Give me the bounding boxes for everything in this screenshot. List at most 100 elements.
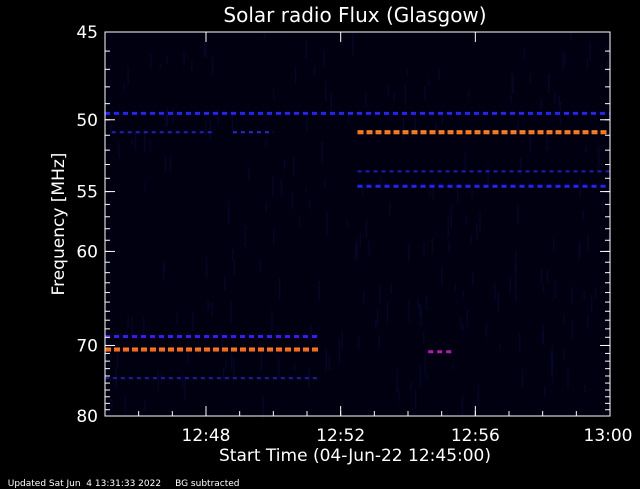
noise-streak <box>347 115 350 123</box>
noise-streak <box>272 176 274 198</box>
noise-streak <box>544 385 546 397</box>
noise-streak <box>583 290 585 301</box>
noise-streak <box>510 95 512 103</box>
noise-streak <box>325 80 327 102</box>
noise-streak <box>272 88 275 100</box>
noise-streak <box>379 285 381 303</box>
noise-streak <box>225 358 227 369</box>
noise-streak <box>365 93 367 107</box>
x-tick-label: 13:00 <box>584 426 633 446</box>
noise-streak <box>123 82 126 90</box>
noise-streak <box>471 271 474 286</box>
noise-streak <box>422 332 425 343</box>
noise-streak <box>143 318 145 339</box>
noise-streak <box>203 40 206 57</box>
y-tick-label: 60 <box>76 242 98 262</box>
noise-streak <box>468 89 470 98</box>
noise-streak <box>585 145 587 152</box>
noise-streak <box>493 282 496 300</box>
noise-streak <box>192 311 194 332</box>
noise-streak <box>205 256 208 274</box>
noise-streak <box>271 310 273 330</box>
noise-streak <box>259 259 262 273</box>
noise-streak <box>298 216 301 228</box>
noise-streak <box>414 115 417 132</box>
noise-streak <box>150 53 152 69</box>
noise-streak <box>586 58 589 69</box>
noise-streak <box>408 299 410 323</box>
noise-streak <box>435 122 437 133</box>
noise-streak <box>207 299 209 311</box>
noise-streak <box>462 324 464 331</box>
noise-streak <box>402 117 404 140</box>
noise-streak <box>294 65 297 84</box>
noise-streak <box>182 374 184 390</box>
updated-timestamp: Updated Sat Jun 4 13:31:33 2022 <box>7 479 162 489</box>
noise-streak <box>542 333 544 343</box>
noise-streak <box>280 179 282 188</box>
noise-streak <box>497 291 500 312</box>
noise-streak <box>272 228 275 246</box>
noise-streak <box>330 93 333 112</box>
noise-streak <box>597 164 599 172</box>
noise-streak <box>144 182 146 192</box>
noise-streak <box>166 107 168 121</box>
noise-streak <box>324 178 326 188</box>
noise-streak <box>378 335 381 349</box>
noise-streak <box>571 319 574 340</box>
noise-streak <box>341 331 343 351</box>
noise-streak <box>425 295 428 311</box>
noise-streak <box>205 43 207 58</box>
noise-streak <box>157 370 160 392</box>
noise-streak <box>462 290 464 298</box>
noise-streak <box>260 348 262 371</box>
noise-streak <box>172 106 174 125</box>
noise-streak <box>563 349 565 359</box>
noise-streak <box>354 241 357 261</box>
noise-streak <box>221 330 223 355</box>
noise-streak <box>448 241 450 252</box>
noise-streak <box>143 128 146 152</box>
noise-streak <box>447 216 449 238</box>
noise-streak <box>431 237 433 253</box>
noise-streak <box>529 73 531 84</box>
noise-streak <box>584 385 586 393</box>
noise-streak <box>520 157 522 176</box>
noise-streak <box>414 389 417 409</box>
plot-area <box>105 32 610 416</box>
noise-streak <box>325 348 328 372</box>
noise-streak <box>248 166 250 181</box>
noise-streak <box>470 234 472 245</box>
noise-streak <box>205 121 207 136</box>
noise-streak <box>564 52 566 65</box>
noise-streak <box>211 56 214 75</box>
noise-streak <box>305 40 308 59</box>
noise-streak <box>205 270 208 280</box>
noise-streak <box>540 98 543 110</box>
noise-streak <box>176 313 178 325</box>
noise-streak <box>485 322 488 338</box>
noise-streak <box>440 266 443 286</box>
noise-streak <box>265 201 268 214</box>
noise-streak <box>567 368 569 387</box>
noise-streak <box>509 276 511 294</box>
noise-streak <box>432 181 434 199</box>
noise-streak <box>359 233 361 247</box>
noise-streak <box>479 213 481 232</box>
noise-streak <box>419 364 422 388</box>
y-tick-label: 80 <box>76 407 98 427</box>
noise-streak <box>313 65 316 76</box>
noise-streak <box>408 244 410 262</box>
noise-streak <box>454 284 456 291</box>
noise-streak <box>471 188 473 198</box>
footer-status: Updated Sat Jun 4 13:31:33 2022 BG subtra… <box>2 469 254 489</box>
noise-streak <box>515 250 517 271</box>
noise-streak <box>457 187 459 203</box>
y-tick-label: 50 <box>76 111 98 131</box>
noise-streak <box>263 33 266 40</box>
noise-streak <box>595 287 597 299</box>
noise-streak <box>293 156 295 178</box>
noise-streak <box>211 301 213 318</box>
noise-streak <box>423 242 425 256</box>
noise-streak <box>438 69 441 79</box>
